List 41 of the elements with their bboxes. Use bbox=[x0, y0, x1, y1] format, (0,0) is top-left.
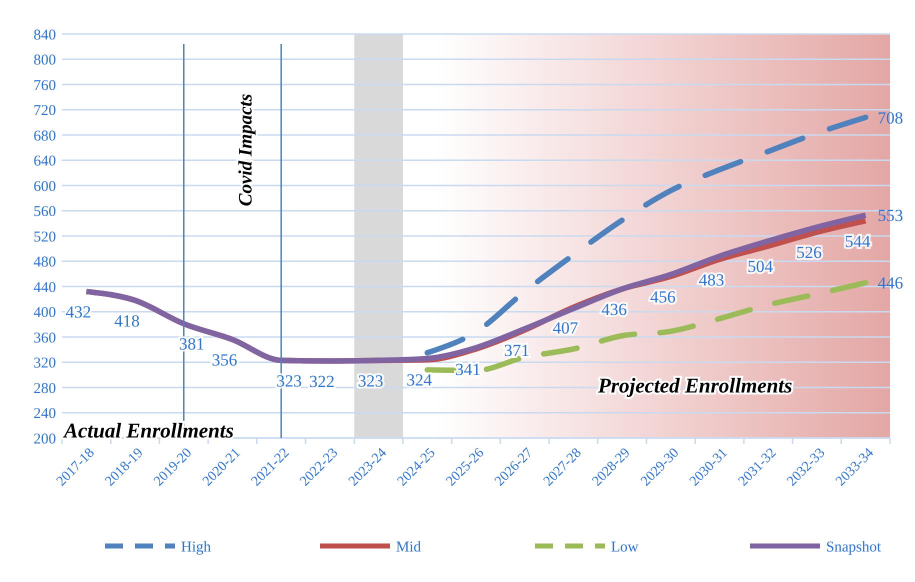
data-label: 407 bbox=[552, 318, 579, 338]
y-tick-label: 600 bbox=[34, 178, 56, 195]
annotation: Covid Impacts bbox=[236, 94, 257, 206]
y-tick-label: 200 bbox=[34, 431, 56, 448]
data-label: 553 bbox=[878, 206, 904, 226]
legend-label: Snapshot bbox=[826, 539, 882, 556]
legend-label: Low bbox=[611, 539, 639, 556]
data-label: 371 bbox=[504, 341, 530, 360]
y-tick-label: 760 bbox=[34, 78, 56, 94]
data-label: 322 bbox=[309, 372, 335, 391]
y-tick-label: 680 bbox=[34, 128, 56, 144]
data-label: 436 bbox=[601, 300, 627, 320]
y-tick-label: 240 bbox=[34, 406, 56, 422]
data-label: 432 bbox=[66, 302, 92, 322]
data-label: 526 bbox=[796, 243, 822, 262]
y-tick-label: 320 bbox=[34, 356, 56, 372]
legend-label: High bbox=[181, 539, 212, 556]
data-label: 324 bbox=[406, 370, 433, 390]
y-tick-label: 560 bbox=[34, 204, 56, 220]
data-label: 456 bbox=[650, 287, 676, 306]
data-label: 323 bbox=[358, 371, 384, 390]
y-tick-label: 480 bbox=[34, 254, 56, 270]
y-tick-label: 360 bbox=[34, 330, 56, 346]
data-label: 446 bbox=[878, 274, 904, 293]
y-tick-label: 440 bbox=[34, 280, 56, 296]
data-label: 708 bbox=[878, 108, 904, 128]
data-label: 483 bbox=[698, 270, 724, 290]
y-tick-label: 720 bbox=[34, 103, 56, 119]
y-tick-label: 280 bbox=[34, 380, 56, 397]
data-label: 418 bbox=[114, 311, 140, 330]
y-tick-label: 520 bbox=[34, 229, 56, 246]
data-label: 356 bbox=[212, 350, 238, 370]
data-label: 544 bbox=[844, 232, 871, 251]
legend-label: Mid bbox=[396, 539, 422, 556]
y-tick-label: 800 bbox=[34, 52, 56, 68]
data-label: 341 bbox=[455, 360, 481, 379]
y-tick-label: 640 bbox=[34, 154, 56, 170]
data-label: 504 bbox=[747, 257, 774, 276]
annotation: Projected Enrollments bbox=[597, 373, 792, 398]
y-tick-label: 400 bbox=[34, 305, 56, 321]
y-tick-label: 840 bbox=[34, 27, 56, 44]
